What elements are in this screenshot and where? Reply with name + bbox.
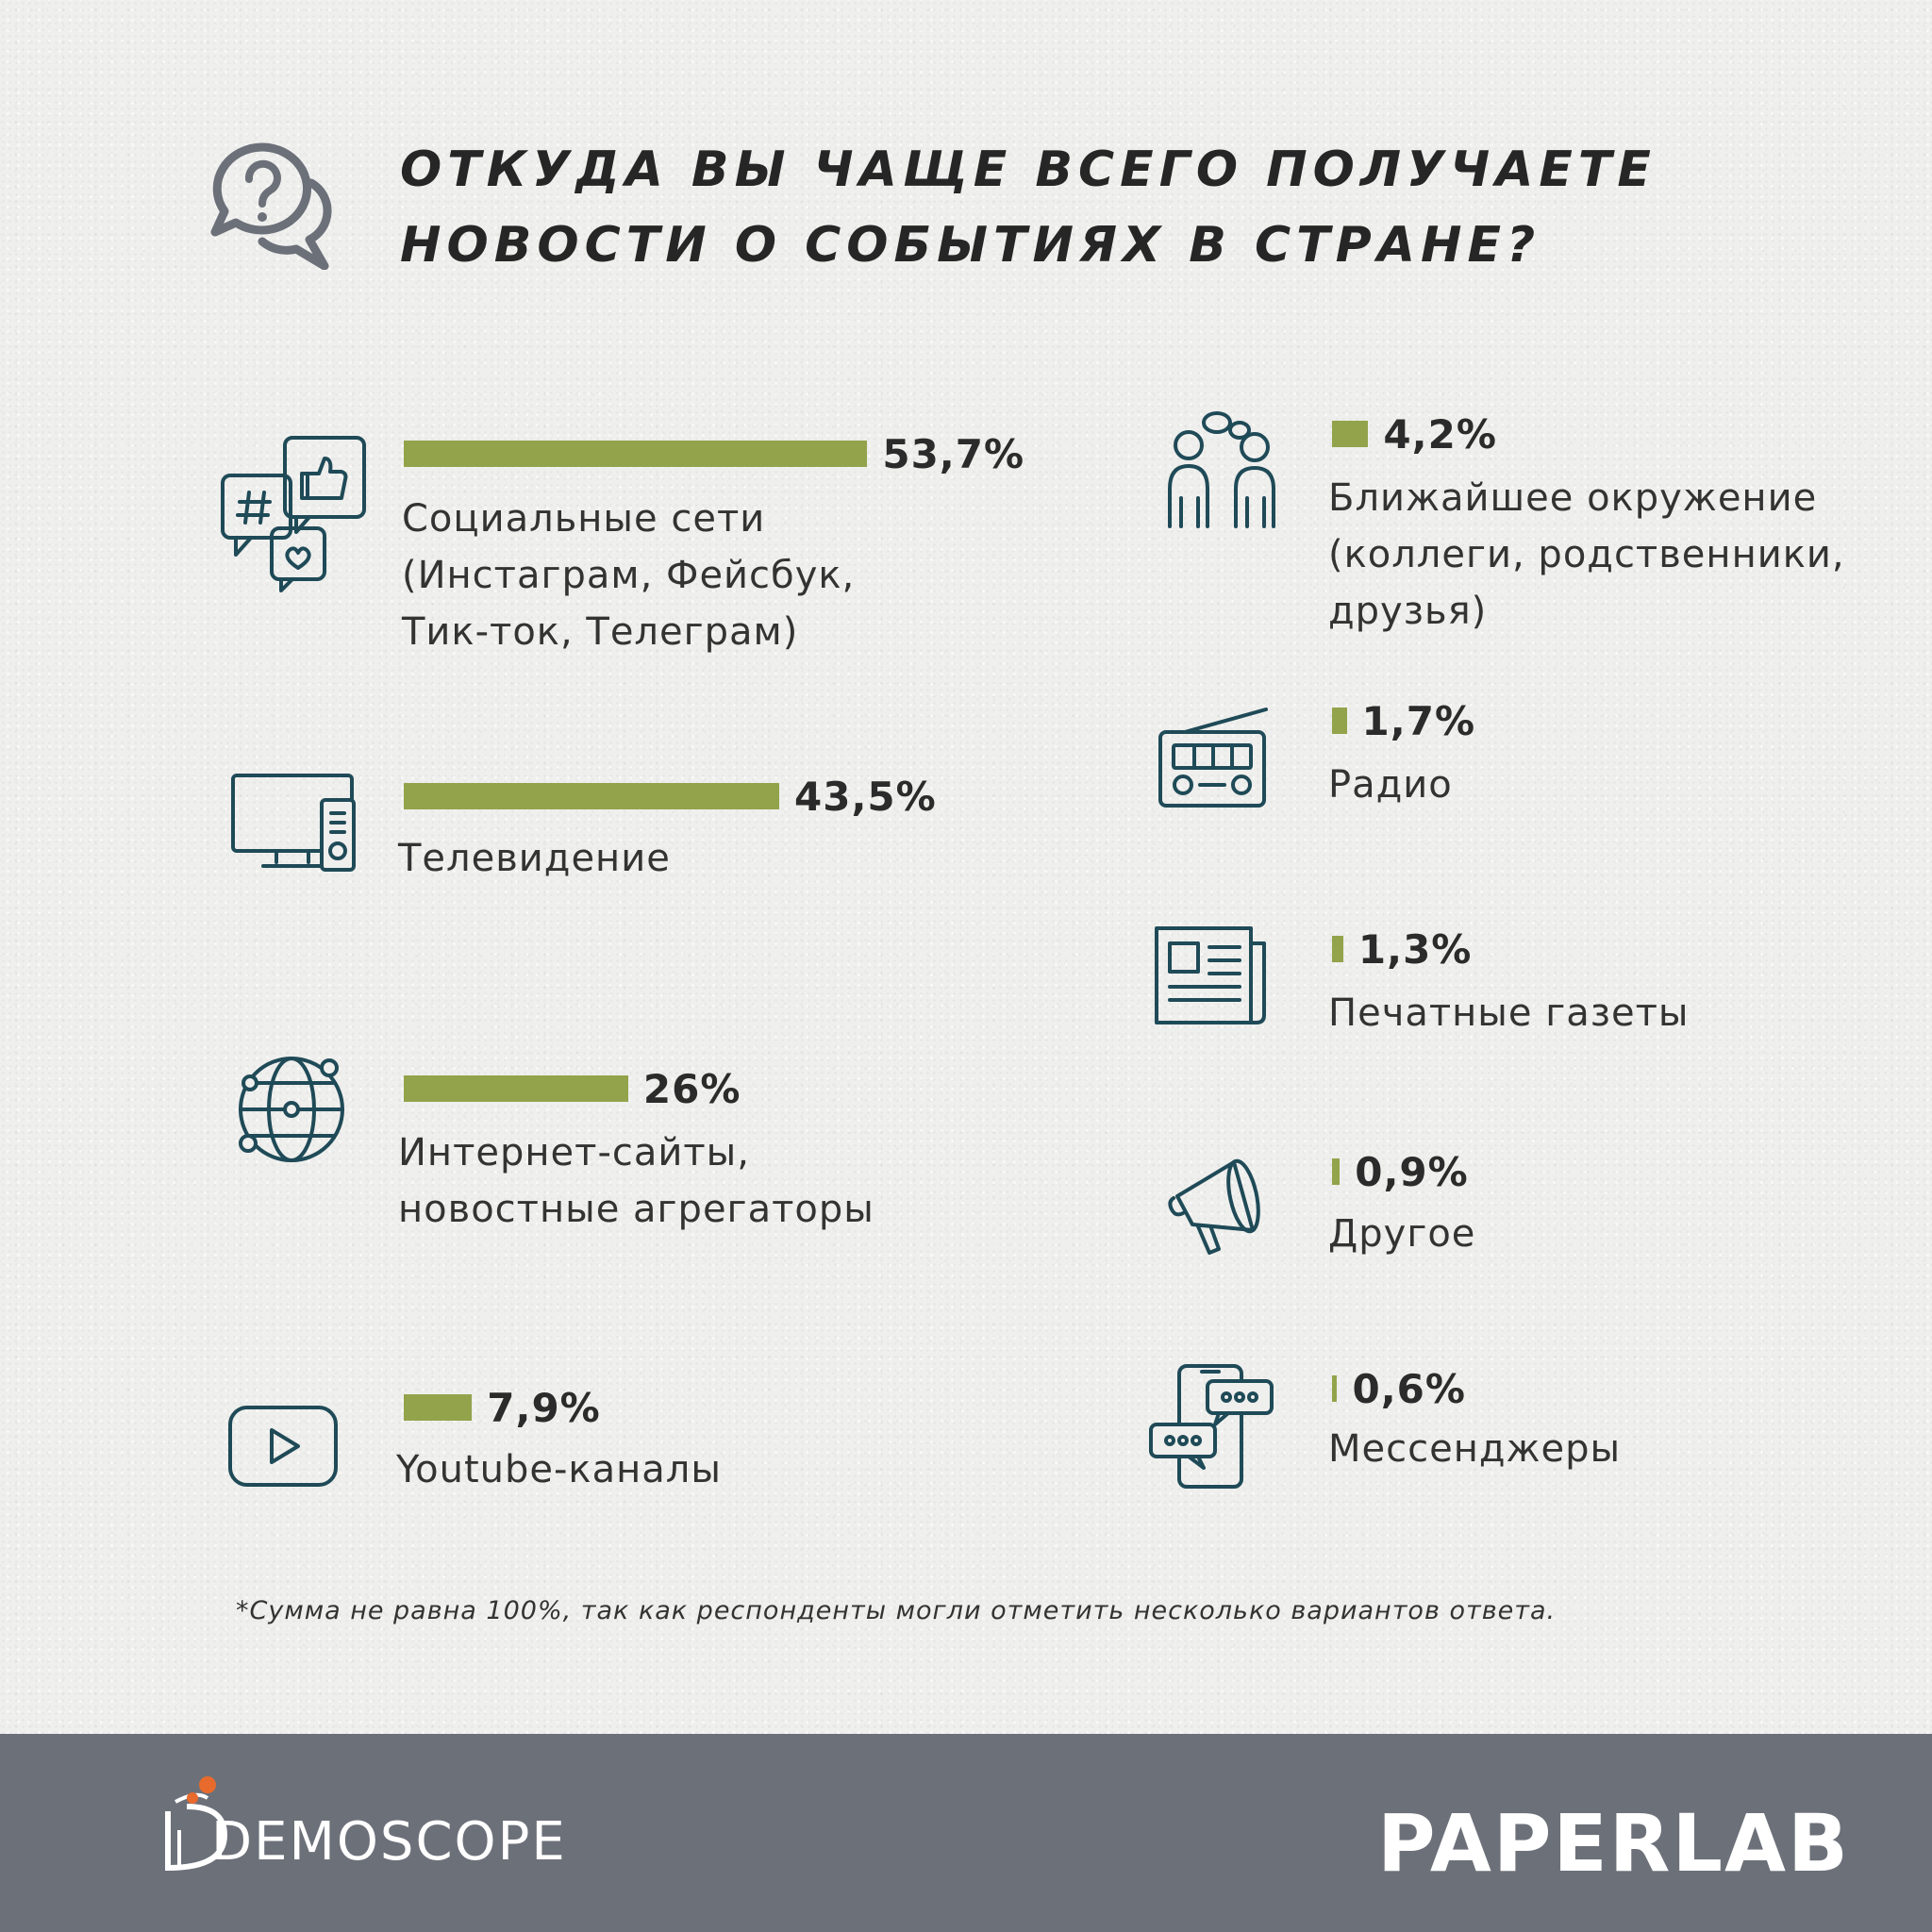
category-label: Телевидение [398,830,671,887]
category-label-line: Ближайшее окружение [1328,476,1818,520]
category-label-line: (Инстаграм, Фейсбук, [402,554,856,597]
radio-icon [1157,706,1270,809]
category-label: Интернет-сайты, новостные агрегаторы [398,1124,874,1238]
value-label: 4,2% [1383,411,1497,458]
title-line-2: НОВОСТИ О СОБЫТИЯХ В СТРАНЕ? [400,217,1541,274]
value-label: 0,6% [1352,1366,1466,1412]
bar [404,441,868,467]
bar [404,1394,473,1421]
category-label: Мессенджеры [1328,1421,1621,1477]
category-label-line: Телевидение [398,837,671,880]
category-label-line: друзья) [1328,590,1488,633]
category-label-line: Другое [1328,1212,1476,1256]
category-label-line: Тик-ток, Телеграм) [402,610,799,654]
category-label-line: Интернет-сайты, [398,1131,750,1174]
value-label: 7,9% [487,1385,601,1431]
demoscope-logo [158,1764,234,1881]
messenger-icon [1147,1362,1275,1491]
bar [1332,708,1347,734]
question-bubbles-icon [208,138,340,270]
bar [1332,1375,1338,1402]
category-label-line: Социальные сети [402,497,766,541]
footer-bar [0,1734,1932,1932]
title-line-1: ОТКУДА ВЫ ЧАЩЕ ВСЕГО ПОЛУЧАЕТЕ [400,142,1657,198]
newspaper-icon [1153,924,1270,1028]
chart-title: ОТКУДА ВЫ ЧАЩЕ ВСЕГО ПОЛУЧАЕТЕ НОВОСТИ О… [400,132,1657,283]
category-label-line: Youtube-каналы [396,1448,722,1491]
social-icon [219,434,370,594]
category-label: Печатные газеты [1328,985,1689,1041]
value-label: 43,5% [794,774,937,820]
category-label: Youtube-каналы [396,1441,722,1498]
category-label: Другое [1328,1206,1475,1262]
category-label: Социальные сети (Инстаграм, Фейсбук, Тик-т… [402,491,855,660]
value-label: 0,9% [1355,1149,1469,1195]
footnote: *Сумма не равна 100%, так как респондент… [236,1596,1557,1625]
category-label-line: Печатные газеты [1328,991,1690,1035]
value-label: 26% [642,1066,741,1112]
megaphone-icon [1164,1149,1277,1262]
bar [404,1075,628,1102]
category-label-line: Радио [1328,763,1453,807]
demoscope-wordmark: DEMOSCOPE [211,1811,567,1873]
category-label: Радио [1328,757,1453,813]
tv-icon [229,772,361,875]
globe-icon [231,1049,354,1172]
category-label-line: новостные агрегаторы [398,1188,874,1231]
value-label: 53,7% [882,431,1025,477]
paperlab-wordmark: PAPERLAB [1377,1797,1851,1890]
value-label: 1,3% [1357,926,1473,973]
people-icon [1160,409,1283,532]
bar [1332,936,1343,962]
category-label-line: Мессенджеры [1328,1427,1622,1471]
category-label: Ближайшее окружение (коллеги, родственник… [1328,470,1845,640]
bar [1332,1158,1341,1185]
bar [404,783,780,809]
bar [1332,421,1369,447]
youtube-icon [226,1404,340,1489]
category-label-line: (коллеги, родственники, [1328,533,1845,576]
value-label: 1,7% [1361,698,1476,744]
